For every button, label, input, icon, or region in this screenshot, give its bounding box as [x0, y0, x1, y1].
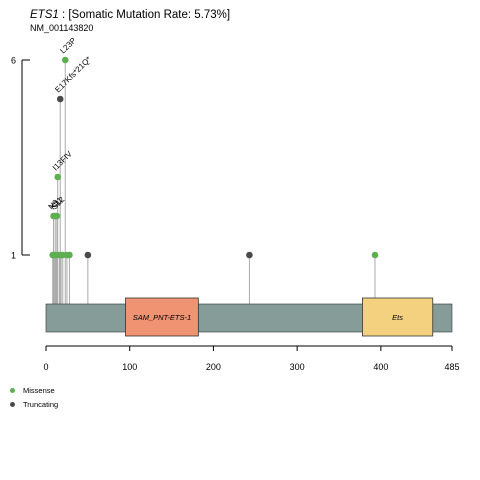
mutation-dot-missense — [61, 56, 69, 64]
mutation-label: E17Kfs*21Q* — [53, 55, 93, 95]
domain-label: Ets — [392, 313, 403, 322]
mutation-dot-truncating — [56, 95, 64, 103]
x-tick-label: 100 — [122, 362, 137, 372]
legend: Missense Truncating — [8, 383, 58, 411]
x-axis: 0 100 200 300 400 485 — [43, 345, 460, 372]
x-tick-label: 400 — [373, 362, 388, 372]
legend-item: Missense — [8, 383, 58, 397]
mutation-rate: : [Somatic Mutation Rate: 5.73%] — [59, 9, 230, 21]
legend-swatch — [10, 387, 15, 393]
mutation-dot-truncating — [246, 251, 253, 259]
y-tick-label: 6 — [11, 56, 16, 66]
domain-box — [362, 297, 434, 337]
mutation-dot-truncating — [84, 251, 92, 259]
x-tick-label: 0 — [43, 362, 48, 372]
mutation-dot-missense — [53, 212, 61, 220]
domain-label: SAM_PNT-ETS-1 — [133, 313, 192, 322]
mutation-label: S12 — [50, 195, 67, 212]
y-axis: 16 — [11, 56, 30, 261]
chart-title: ETS1 : [Somatic Mutation Rate: 5.73%] — [30, 9, 230, 21]
protein-track: SAM_PNT-ETS-1 Ets — [45, 297, 453, 337]
x-tick-label: 485 — [444, 362, 459, 372]
mutation-dot-missense — [66, 251, 73, 259]
legend-label: Truncating — [23, 399, 59, 409]
domain-box — [125, 297, 199, 337]
legend-swatch — [10, 401, 15, 407]
mutation-label: I13FIV — [51, 149, 74, 172]
mutation-label: L23P — [58, 36, 78, 56]
lollipop-stems — [52, 60, 376, 304]
legend-label: Missense — [23, 385, 55, 395]
mutation-dot-missense — [371, 251, 379, 259]
x-tick-label: 200 — [206, 362, 221, 372]
gene-name: ETS1 — [30, 9, 59, 21]
lollipop-heads — [49, 56, 379, 259]
x-tick-label: 300 — [290, 362, 305, 372]
mutation-dot-missense — [54, 173, 62, 181]
legend-item: Truncating — [8, 397, 58, 411]
transcript-id: NM_001143820 — [30, 23, 93, 33]
y-tick-label: 1 — [11, 251, 16, 261]
